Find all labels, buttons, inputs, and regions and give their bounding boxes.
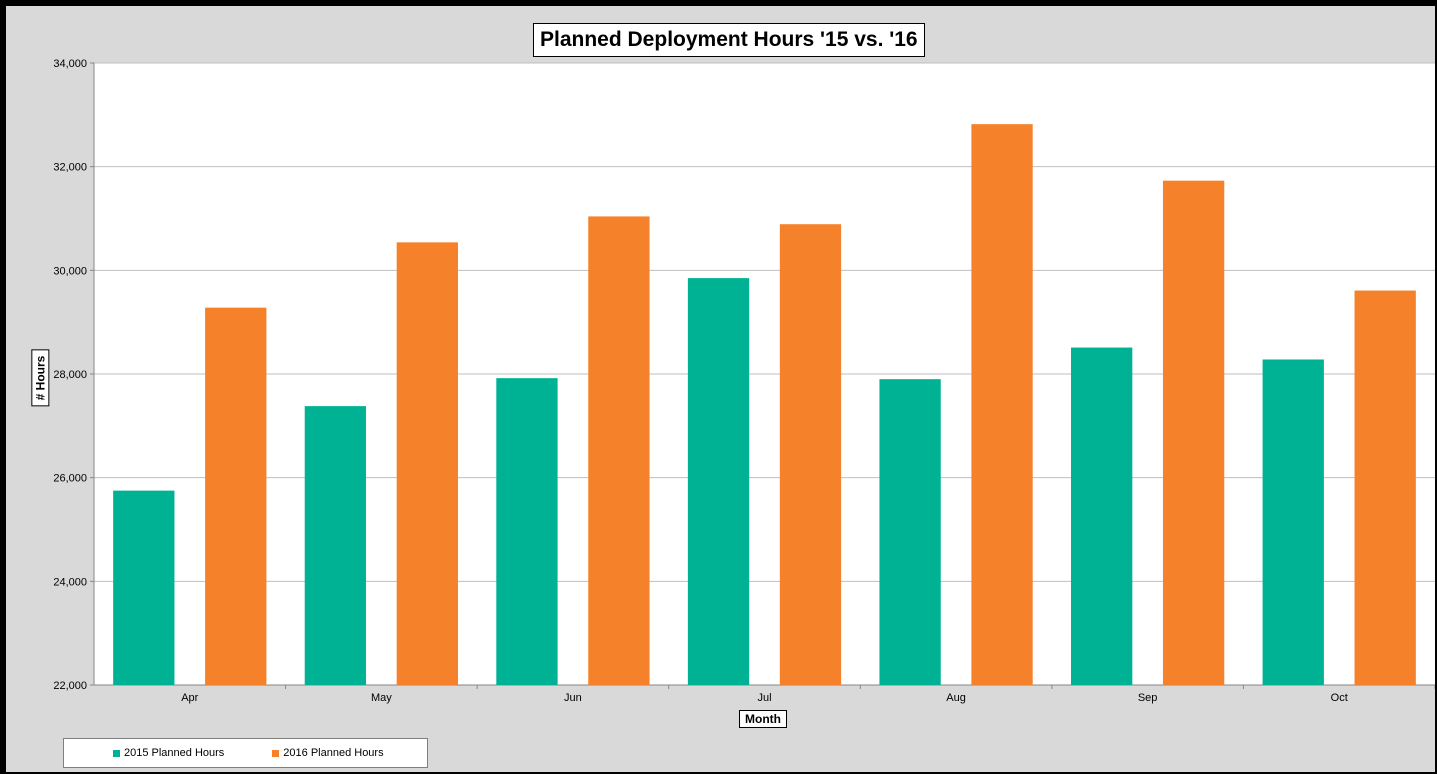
legend-label-2015: 2015 Planned Hours xyxy=(124,747,225,759)
y-tick-label: 24,000 xyxy=(53,576,87,588)
bar-2015-sep xyxy=(1071,347,1133,685)
y-tick-label: 22,000 xyxy=(53,680,87,692)
bar-2015-may xyxy=(304,406,367,685)
y-tick-label: 32,000 xyxy=(53,162,87,174)
bar-2016-sep xyxy=(1162,180,1225,685)
bar-2016-may xyxy=(396,242,458,686)
y-tick-label: 30,000 xyxy=(53,265,87,277)
bar-2015-jun xyxy=(496,378,558,685)
y-tick-label: 26,000 xyxy=(53,473,87,485)
bar-2016-apr xyxy=(205,307,267,685)
x-tick-label: Apr xyxy=(181,692,198,704)
x-tick-label: May xyxy=(371,692,392,704)
y-tick-label: 34,000 xyxy=(53,58,87,70)
x-tick-label: Aug xyxy=(946,692,966,704)
x-tick-label: Jul xyxy=(757,692,771,704)
bar-2016-aug xyxy=(971,124,1033,685)
x-tick-label: Sep xyxy=(1138,692,1158,704)
bar-2015-jul xyxy=(687,278,750,685)
chart-title: Planned Deployment Hours '15 vs. '16 xyxy=(533,23,925,57)
y-tick-label: 28,000 xyxy=(53,369,87,381)
bar-2016-jun xyxy=(588,216,650,685)
bar-2015-aug xyxy=(879,379,941,685)
x-tick-label: Oct xyxy=(1331,692,1348,704)
y-axis-title: # Hours xyxy=(31,349,50,407)
legend: 2015 Planned Hours 2016 Planned Hours xyxy=(63,738,428,768)
legend-item-2015: 2015 Planned Hours xyxy=(113,747,224,759)
x-axis-title: Month xyxy=(739,710,787,728)
bar-2015-oct xyxy=(1262,359,1324,685)
bar-2015-apr xyxy=(113,490,175,685)
legend-swatch-2016 xyxy=(272,749,280,757)
legend-label-2016: 2016 Planned Hours xyxy=(283,747,384,759)
x-tick-label: Jun xyxy=(564,692,582,704)
chart-frame: 22,000 24,000 26,000 28,000 30,000 32,000 34,0… xyxy=(6,6,1435,772)
legend-item-2016: 2016 Planned Hours xyxy=(272,747,384,759)
legend-swatch-2015 xyxy=(113,749,120,757)
bar-2016-jul xyxy=(779,224,842,685)
bar-2016-oct xyxy=(1354,290,1416,685)
chart-plot: 22,000 24,000 26,000 28,000 30,000 32,000 34,0… xyxy=(53,58,1435,704)
